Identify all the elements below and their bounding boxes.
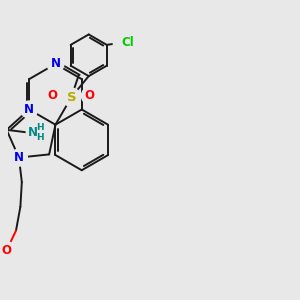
- Text: N: N: [24, 103, 34, 116]
- Text: H: H: [36, 123, 44, 132]
- Circle shape: [62, 88, 80, 106]
- Text: N: N: [14, 151, 24, 164]
- Text: O: O: [85, 89, 95, 102]
- Text: O: O: [48, 89, 58, 102]
- Circle shape: [113, 28, 142, 57]
- Circle shape: [47, 56, 64, 72]
- Circle shape: [11, 149, 27, 166]
- Text: N: N: [50, 58, 60, 70]
- Text: N: N: [28, 126, 38, 139]
- Circle shape: [44, 87, 61, 104]
- Text: S: S: [67, 91, 76, 104]
- Text: Cl: Cl: [122, 36, 134, 49]
- Circle shape: [81, 87, 98, 104]
- Text: H: H: [36, 134, 44, 142]
- Circle shape: [21, 101, 38, 118]
- Circle shape: [0, 242, 15, 259]
- Text: O: O: [2, 244, 12, 256]
- Circle shape: [26, 126, 39, 139]
